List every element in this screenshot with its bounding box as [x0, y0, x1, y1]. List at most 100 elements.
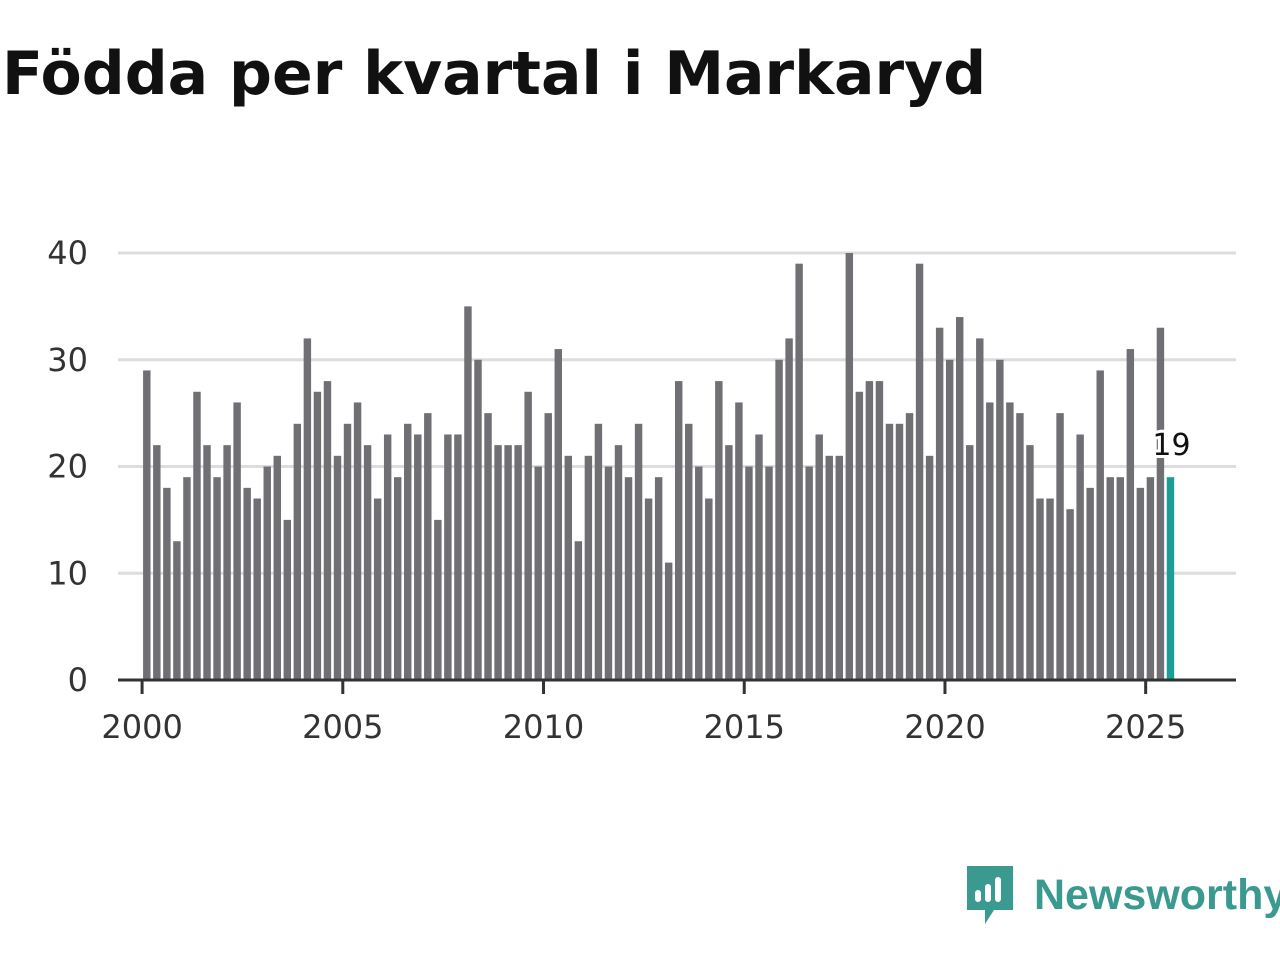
bar: [514, 445, 522, 680]
bars: [143, 253, 1175, 681]
bar: [263, 466, 271, 680]
x-tick-label: 2010: [503, 708, 584, 746]
data-label-latest: 19: [1152, 428, 1190, 463]
bar: [855, 391, 864, 680]
bar: [574, 541, 583, 680]
bar: [1136, 487, 1145, 680]
bar: [1036, 498, 1044, 680]
y-tick-label: 0: [68, 661, 88, 699]
axes: [118, 678, 1236, 694]
brand-name: Newsworthy: [1034, 870, 1280, 919]
bar: [785, 338, 793, 680]
y-tick-label: 40: [47, 234, 88, 272]
y-tick-label: 20: [47, 448, 88, 486]
bar: [986, 402, 994, 680]
bar: [1006, 402, 1014, 680]
bar: [755, 434, 763, 680]
bar: [654, 477, 663, 680]
bar: [273, 455, 281, 680]
bar: [524, 391, 532, 680]
bar: [604, 466, 613, 680]
bar: [835, 455, 843, 680]
bar: [1056, 413, 1064, 681]
bar: [534, 466, 542, 680]
bar: [705, 498, 713, 680]
bar: [233, 402, 241, 680]
bar: [1016, 413, 1024, 681]
bar: [303, 338, 312, 680]
newsworthy-logo-icon: [967, 866, 1013, 924]
bar: [624, 477, 633, 680]
bar: [1096, 370, 1104, 680]
bar: [293, 423, 302, 680]
bar: [795, 263, 803, 680]
bar: [484, 413, 492, 681]
bar: [454, 434, 462, 680]
bar: [373, 498, 382, 680]
bar: [404, 423, 412, 680]
bar: [333, 455, 342, 680]
bar: [825, 455, 833, 680]
bar: [494, 445, 502, 680]
x-tick-label: 2005: [302, 708, 383, 746]
bar: [725, 445, 733, 680]
labels: 0 10 20 30 40 19 2000 2005 2010 2015 2020 2025: [47, 234, 1193, 746]
bar: [1106, 477, 1114, 680]
bar: [1086, 487, 1094, 680]
bar: [183, 477, 191, 680]
bar: [935, 327, 944, 680]
bar: [775, 359, 783, 680]
x-tick-label: 2000: [101, 708, 182, 746]
bar-latest: [1166, 477, 1175, 680]
bar: [143, 370, 151, 680]
bar: [1076, 434, 1084, 680]
bar: [383, 434, 392, 680]
y-tick-label: 30: [47, 341, 88, 379]
bar: [424, 413, 432, 681]
bar: [905, 413, 914, 681]
bar: [444, 434, 452, 680]
bar: [594, 423, 603, 680]
bar: [243, 487, 251, 680]
bar: [363, 445, 372, 680]
x-tick-label: 2020: [904, 708, 985, 746]
bar: [614, 445, 623, 680]
bar: [554, 349, 562, 680]
bar: [213, 477, 221, 680]
chart-title: Födda per kvartal i Markaryd: [2, 39, 987, 109]
bar: [765, 466, 773, 680]
bar: [434, 519, 442, 681]
bar: [173, 541, 181, 680]
bar: [564, 455, 573, 680]
bar: [1126, 349, 1135, 680]
bar: [664, 562, 673, 680]
bar: [885, 423, 894, 680]
bar: [715, 381, 723, 680]
bar: [644, 498, 653, 680]
bar: [745, 466, 753, 680]
bar: [1026, 445, 1034, 680]
bar: [1116, 477, 1124, 680]
bar: [544, 413, 552, 681]
bar: [1046, 498, 1054, 680]
bar: [674, 381, 683, 680]
bar: [875, 381, 884, 680]
bar: [323, 381, 332, 680]
bar: [253, 498, 261, 680]
bar: [966, 445, 974, 680]
bar: [393, 477, 402, 680]
bar: [223, 445, 231, 680]
bar: [685, 423, 693, 680]
bar: [865, 381, 874, 680]
bar: [695, 466, 703, 680]
bar: [414, 434, 422, 680]
bar: [996, 359, 1004, 680]
bar: [955, 317, 964, 680]
bar: [1066, 509, 1074, 680]
newsworthy-brand: Newsworthy: [964, 862, 1280, 928]
bar: [504, 445, 512, 680]
bar: [976, 338, 984, 680]
x-tick-label: 2015: [704, 708, 785, 746]
bar: [153, 445, 161, 680]
bar: [464, 306, 472, 681]
